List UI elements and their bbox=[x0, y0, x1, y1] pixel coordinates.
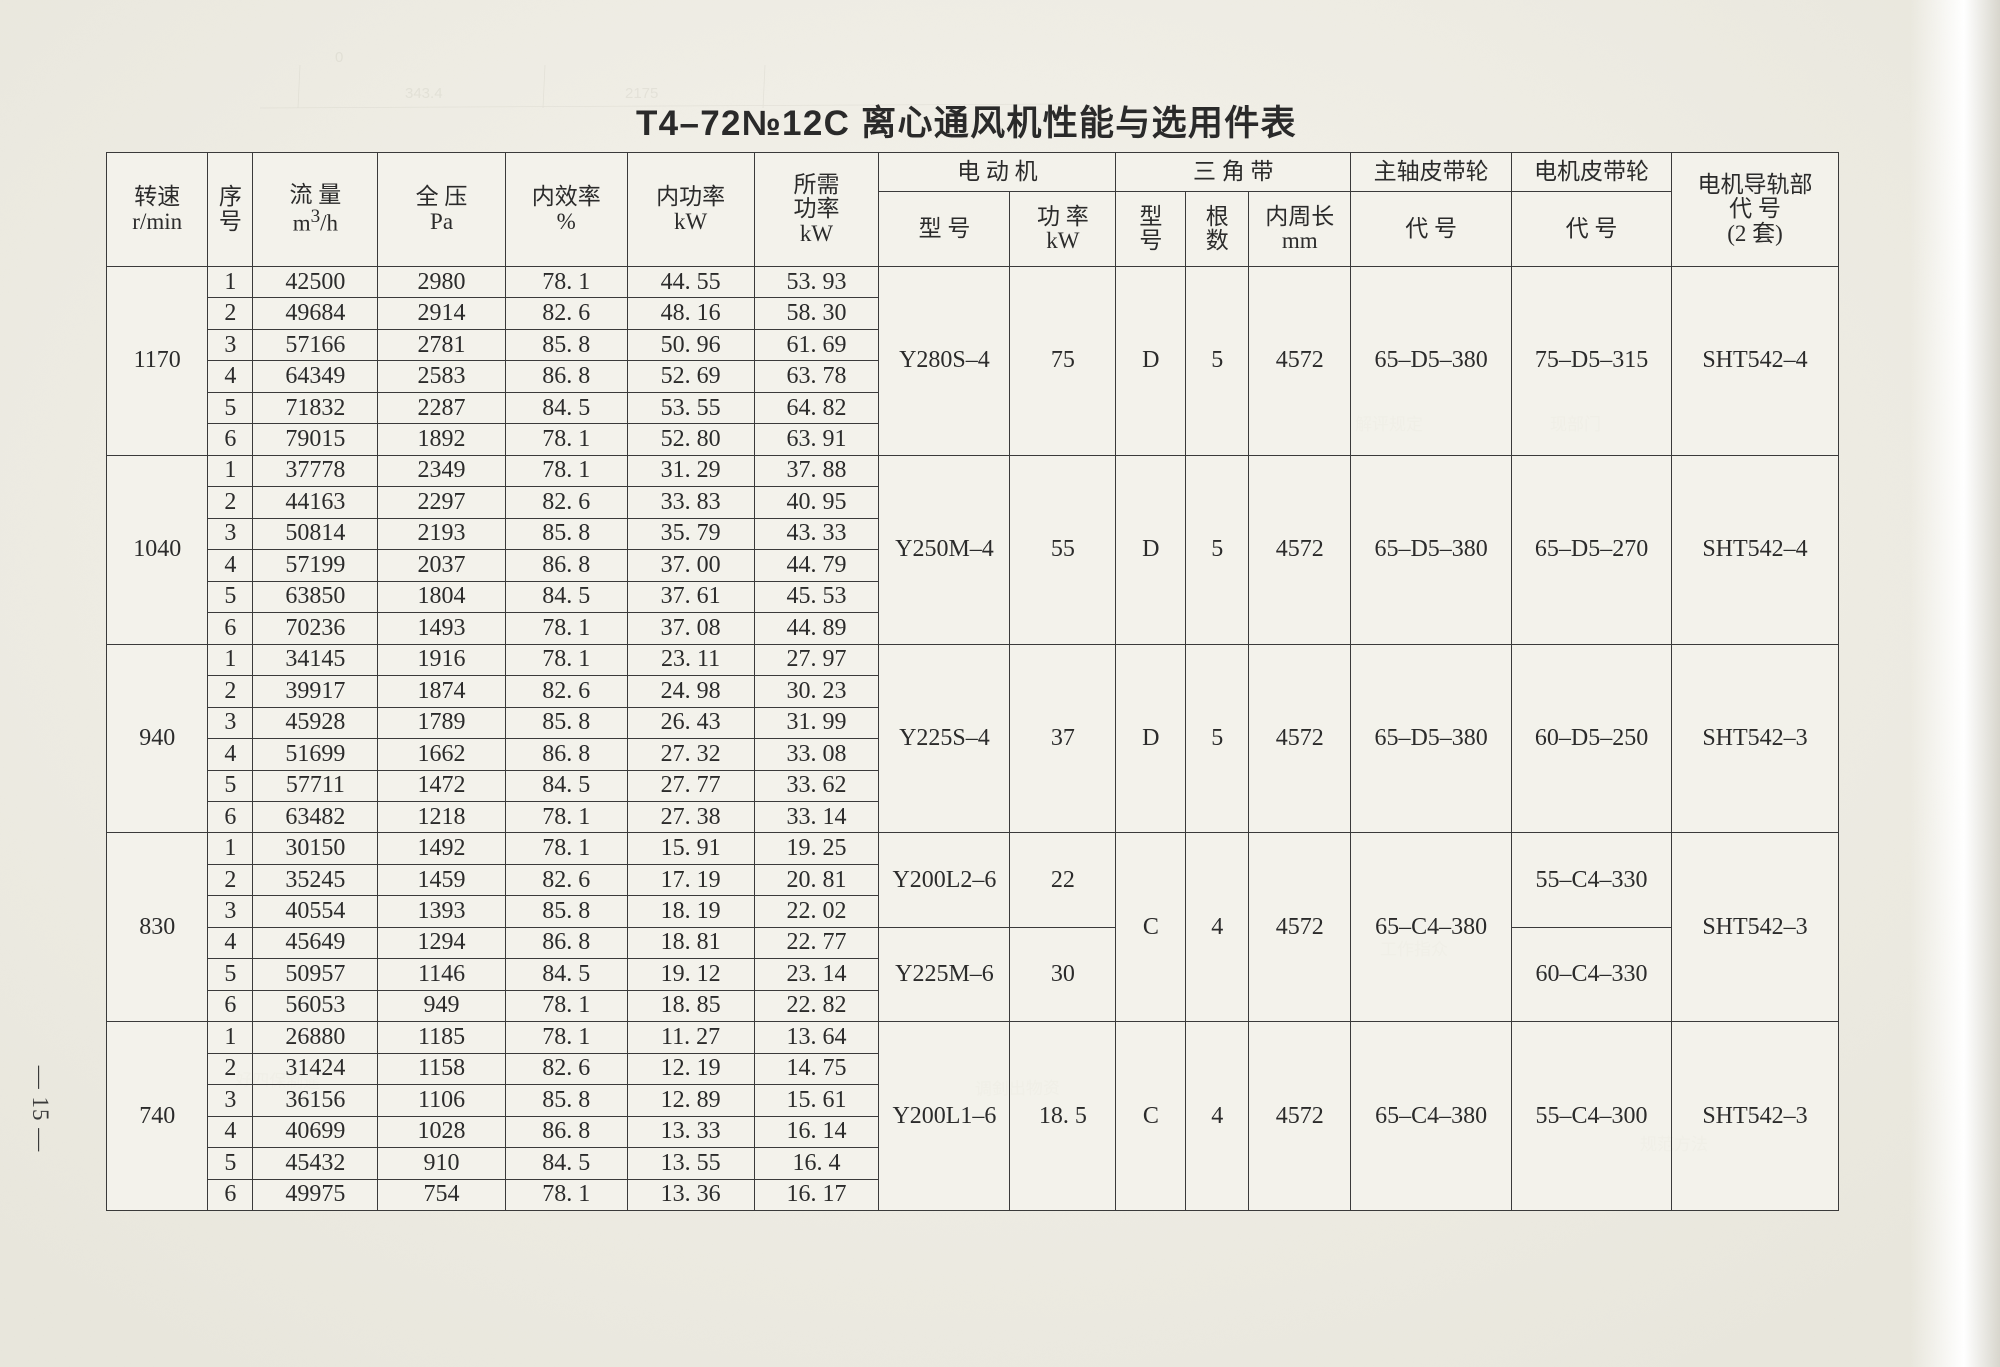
svg-text:343.4: 343.4 bbox=[405, 85, 443, 102]
svg-text:0: 0 bbox=[335, 49, 343, 66]
